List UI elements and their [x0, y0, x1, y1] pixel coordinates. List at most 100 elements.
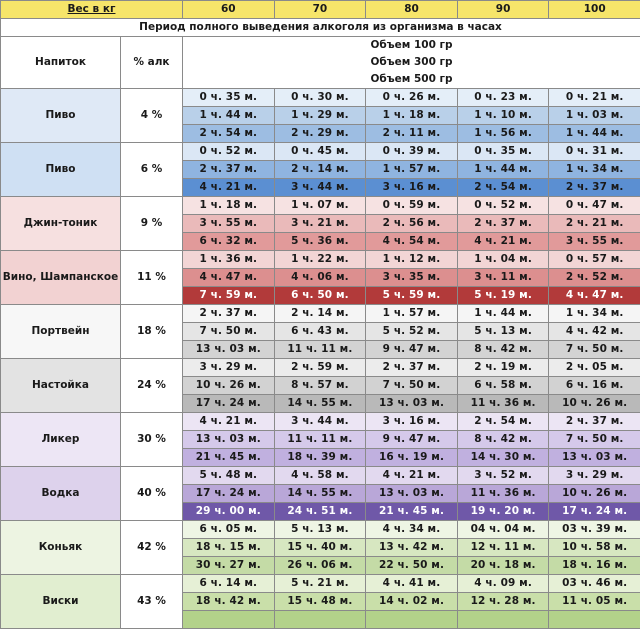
table-row: Ликер 30 % 4 ч. 21 м. 3 ч. 44 м. 3 ч. 16 м. 2… [0, 412, 640, 467]
time-cell: 0 ч. 35 м. [456, 142, 550, 161]
time-cell: 5 ч. 13 м. [273, 520, 367, 539]
table-row: Пиво 4 % 0 ч. 35 м. 0 ч. 30 м. 0 ч. 26 м. 0 ч… [0, 88, 640, 143]
table-row: 2 ч. 37 м. 2 ч. 14 м. 1 ч. 57 м. 1 ч. 44 м.… [1, 160, 640, 179]
table-row: Вино, Шампанское 11 % 1 ч. 36 м. 1 ч. 22 м.… [0, 250, 640, 305]
column-header-row: Напиток % алк Объем 100 гр Объем 300 гр … [0, 36, 640, 89]
table-row: Коньяк 42 % 6 ч. 05 м. 5 ч. 13 м. 4 ч. 34 м.… [0, 520, 640, 575]
alc-percent: 40 % [119, 466, 184, 521]
alc-percent: 11 % [119, 250, 184, 305]
time-cell: 3 ч. 21 м. [273, 214, 367, 233]
time-cell: 4 ч. 34 м. [365, 520, 458, 539]
time-cell: 1 ч. 34 м. [548, 160, 640, 179]
drink-name: Коньяк [0, 520, 121, 575]
time-cell: 1 ч. 57 м. [365, 304, 458, 323]
volume-100: Объем 100 гр [370, 39, 453, 51]
time-cell: 4 ч. 47 м. [182, 268, 275, 287]
time-cell: 4 ч. 06 м. [273, 268, 367, 287]
time-cell: 14 ч. 55 м. [273, 484, 367, 503]
drink-name: Вино, Шампанское [0, 250, 121, 305]
table-row: 17 ч. 24 м. 14 ч. 55 м. 13 ч. 03 м. 11 ч. 3… [1, 394, 640, 413]
time-cell: 6 ч. 50 м. [273, 286, 367, 305]
time-cell: 8 ч. 57 м. [273, 376, 367, 395]
time-cell: 1 ч. 44 м. [182, 106, 275, 125]
time-cell: 1 ч. 10 м. [456, 106, 550, 125]
alc-percent: 6 % [119, 142, 184, 197]
time-cell: 5 ч. 48 м. [182, 466, 275, 485]
time-cell: 13 ч. 03 м. [548, 448, 640, 467]
time-cell: 17 ч. 24 м. [182, 484, 275, 503]
time-cell: 3 ч. 44 м. [273, 178, 367, 197]
period-title: Период полного выведения алкоголя из орг… [0, 18, 640, 37]
time-cell: 7 ч. 50 м. [365, 376, 458, 395]
table-row: 4 ч. 47 м. 4 ч. 06 м. 3 ч. 35 м. 3 ч. 11 м.… [1, 268, 640, 287]
time-cell: 13 ч. 42 м. [365, 538, 458, 557]
time-cell: 5 ч. 19 м. [456, 286, 550, 305]
time-cell: 1 ч. 22 м. [273, 250, 367, 269]
time-cell: 4 ч. 21 м. [182, 178, 275, 197]
time-cell: 7 ч. 50 м. [182, 322, 275, 341]
period-title-row: Период полного выведения алкоголя из орг… [0, 18, 640, 37]
time-cell: 2 ч. 05 м. [548, 358, 640, 377]
table-row: 21 ч. 45 м. 18 ч. 39 м. 16 ч. 19 м. 14 ч. 3… [1, 448, 640, 467]
time-cell: 3 ч. 55 м. [182, 214, 275, 233]
time-cell: 6 ч. 32 м. [182, 232, 275, 251]
time-cell: 26 ч. 06 м. [273, 556, 367, 575]
time-cell: 1 ч. 03 м. [548, 106, 640, 125]
time-cell: 0 ч. 39 м. [365, 142, 458, 161]
time-cell: 0 ч. 21 м. [548, 88, 640, 107]
time-cell: 2 ч. 29 м. [273, 124, 367, 143]
time-cell: 21 ч. 45 м. [365, 502, 458, 521]
time-cell: 1 ч. 12 м. [365, 250, 458, 269]
time-cell: 6 ч. 16 м. [548, 376, 640, 395]
time-cell: 18 ч. 42 м. [182, 592, 275, 611]
time-cell: 11 ч. 05 м. [548, 592, 640, 611]
table-row: Виски 43 % 6 ч. 14 м. 5 ч. 21 м. 4 ч. 41 м. 4… [0, 574, 640, 629]
time-cell: 1 ч. 56 м. [456, 124, 550, 143]
time-cell: 1 ч. 04 м. [456, 250, 550, 269]
time-cell: 10 ч. 26 м. [548, 394, 640, 413]
time-cell: 0 ч. 30 м. [273, 88, 367, 107]
table-row: 7 ч. 50 м. 6 ч. 43 м. 5 ч. 52 м. 5 ч. 13 м.… [1, 322, 640, 341]
time-cell [456, 610, 550, 629]
time-cell: 03 ч. 39 м. [548, 520, 640, 539]
time-cell: 5 ч. 52 м. [365, 322, 458, 341]
table-row: 6 ч. 32 м. 5 ч. 36 м. 4 ч. 54 м. 4 ч. 21 м.… [1, 232, 640, 251]
time-cell: 0 ч. 23 м. [456, 88, 550, 107]
time-cell: 7 ч. 50 м. [548, 340, 640, 359]
time-cell: 13 ч. 03 м. [182, 340, 275, 359]
time-cell: 0 ч. 47 м. [548, 196, 640, 215]
time-cell: 18 ч. 16 м. [548, 556, 640, 575]
time-cell: 2 ч. 54 м. [456, 178, 550, 197]
time-cell: 18 ч. 15 м. [182, 538, 275, 557]
time-cell: 5 ч. 13 м. [456, 322, 550, 341]
time-cell: 13 ч. 03 м. [182, 430, 275, 449]
table-row: 29 ч. 00 м. 24 ч. 51 м. 21 ч. 45 м. 19 ч. 2… [1, 502, 640, 521]
time-cell: 21 ч. 45 м. [182, 448, 275, 467]
table-row: 30 ч. 27 м. 26 ч. 06 м. 22 ч. 50 м. 20 ч. 1… [1, 556, 640, 575]
time-cell: 2 ч. 56 м. [365, 214, 458, 233]
time-cell: 2 ч. 14 м. [273, 160, 367, 179]
time-cell: 2 ч. 54 м. [456, 412, 550, 431]
time-cell: 17 ч. 24 м. [548, 502, 640, 521]
time-cell: 14 ч. 30 м. [456, 448, 550, 467]
alc-percent: 9 % [119, 196, 184, 251]
time-cell: 17 ч. 24 м. [182, 394, 275, 413]
time-cell: 22 ч. 50 м. [365, 556, 458, 575]
time-cell: 1 ч. 29 м. [273, 106, 367, 125]
volume-300: Объем 300 гр [370, 56, 453, 68]
time-cell: 0 ч. 57 м. [548, 250, 640, 269]
time-cell: 1 ч. 44 м. [456, 160, 550, 179]
time-cell: 18 ч. 39 м. [273, 448, 367, 467]
time-cell: 2 ч. 37 м. [182, 304, 275, 323]
time-cell: 9 ч. 47 м. [365, 340, 458, 359]
table-row: 10 ч. 26 м. 8 ч. 57 м. 7 ч. 50 м. 6 ч. 58 м… [1, 376, 640, 395]
time-cell: 3 ч. 52 м. [456, 466, 550, 485]
time-cell: 6 ч. 14 м. [182, 574, 275, 593]
time-cell: 2 ч. 37 м. [548, 412, 640, 431]
time-cell [548, 610, 640, 629]
alc-percent: 43 % [119, 574, 184, 629]
time-cell: 1 ч. 34 м. [548, 304, 640, 323]
time-cell: 2 ч. 19 м. [456, 358, 550, 377]
drink-name: Ликер [0, 412, 121, 467]
